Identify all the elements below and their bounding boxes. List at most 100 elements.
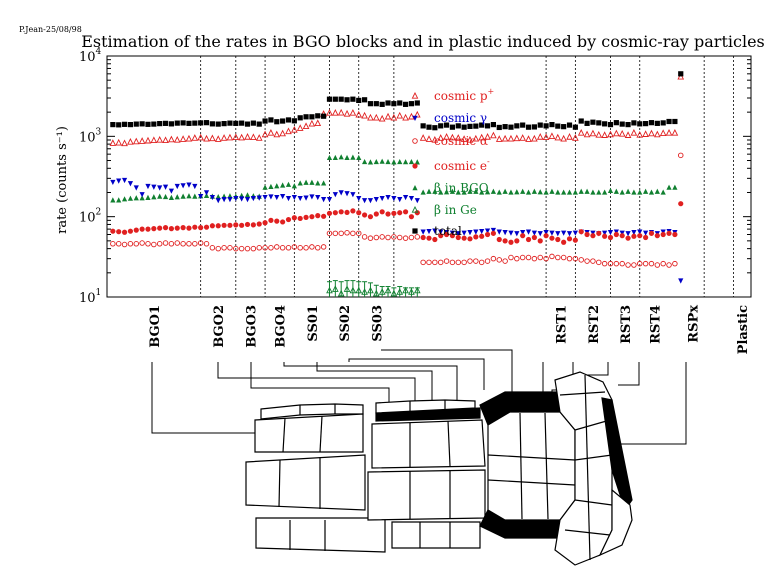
data-point-bbgo bbox=[461, 189, 467, 195]
data-point-alpha bbox=[162, 240, 169, 246]
data-point-alpha bbox=[110, 241, 116, 247]
data-point-bbgo bbox=[133, 195, 139, 201]
data-point-total bbox=[315, 113, 321, 119]
data-point-bge bbox=[337, 289, 345, 297]
data-point-p bbox=[109, 139, 117, 146]
data-point-alpha bbox=[344, 230, 350, 236]
data-point-e bbox=[221, 222, 227, 228]
data-point-total bbox=[678, 71, 684, 77]
data-point-alpha bbox=[613, 260, 620, 267]
data-point-e bbox=[326, 210, 333, 216]
data-point-total bbox=[397, 100, 403, 106]
data-point-p bbox=[618, 129, 626, 137]
data-point-total bbox=[408, 101, 415, 107]
data-point-alpha bbox=[432, 259, 438, 266]
data-point-bbgo bbox=[297, 180, 303, 186]
data-point-gamma bbox=[174, 183, 180, 190]
data-point-p bbox=[191, 134, 199, 141]
data-point-e bbox=[162, 225, 169, 231]
data-point-bbgo bbox=[631, 189, 637, 195]
data-point-bbgo bbox=[566, 189, 573, 195]
data-point-p bbox=[531, 134, 538, 142]
data-point-e bbox=[157, 225, 163, 231]
data-point-total bbox=[613, 120, 619, 126]
data-point-p bbox=[460, 135, 468, 142]
data-point-total bbox=[326, 96, 333, 102]
data-point-total bbox=[116, 122, 122, 128]
data-point-bbgo bbox=[338, 154, 344, 160]
data-point-e bbox=[643, 234, 649, 241]
plot-area: 101 102 103 104 bbox=[79, 47, 752, 306]
legend-label-bge: β in Ge bbox=[434, 203, 477, 217]
data-point-bge bbox=[396, 288, 404, 295]
data-point-gamma bbox=[116, 178, 122, 184]
data-point-e bbox=[239, 222, 245, 228]
data-point-p bbox=[302, 122, 310, 130]
data-point-p bbox=[519, 134, 527, 141]
data-point-alpha bbox=[578, 257, 584, 263]
data-point-p bbox=[648, 129, 655, 137]
data-point-total bbox=[414, 100, 420, 106]
data-point-e bbox=[432, 236, 438, 243]
data-point-alpha bbox=[285, 245, 292, 251]
data-point-total bbox=[203, 120, 210, 126]
data-point-alpha bbox=[660, 260, 666, 267]
data-point-e bbox=[315, 213, 321, 219]
data-point-gamma bbox=[344, 191, 350, 197]
data-point-gamma bbox=[520, 230, 526, 236]
data-point-p bbox=[513, 134, 521, 142]
data-point-e bbox=[426, 235, 432, 241]
data-point-bbgo bbox=[168, 194, 174, 200]
legend-label-p: cosmic p+ bbox=[434, 87, 494, 103]
data-point-gamma bbox=[192, 183, 198, 190]
data-point-gamma bbox=[607, 230, 614, 236]
data-point-p bbox=[542, 133, 550, 141]
data-point-gamma bbox=[566, 231, 573, 237]
data-point-p bbox=[361, 111, 368, 119]
data-point-p bbox=[279, 129, 286, 137]
y-tick-label: 102 bbox=[79, 208, 101, 226]
data-point-e bbox=[110, 228, 116, 234]
group-label-bgo4: BGO4 bbox=[274, 305, 289, 348]
data-point-p bbox=[314, 119, 322, 127]
data-point-alpha bbox=[355, 230, 362, 237]
data-point-alpha bbox=[519, 254, 526, 261]
data-point-p bbox=[291, 125, 298, 133]
data-point-bbgo bbox=[672, 184, 678, 190]
data-point-alpha bbox=[437, 259, 444, 266]
data-point-e bbox=[373, 211, 379, 217]
data-point-total bbox=[174, 120, 180, 126]
data-point-total bbox=[192, 120, 198, 126]
data-point-p bbox=[179, 135, 187, 142]
data-point-alpha bbox=[151, 241, 157, 248]
data-point-e bbox=[186, 225, 192, 231]
data-point-gamma bbox=[561, 230, 567, 236]
data-point-total bbox=[256, 121, 262, 127]
data-point-alpha bbox=[502, 258, 508, 264]
data-point-e bbox=[133, 227, 139, 233]
data-point-gamma bbox=[455, 231, 461, 237]
data-point-total bbox=[660, 120, 666, 126]
data-point-alpha bbox=[525, 254, 532, 261]
data-point-gamma bbox=[531, 230, 537, 236]
data-point-p bbox=[472, 134, 480, 142]
data-point-alpha bbox=[496, 257, 503, 263]
data-point-e bbox=[578, 229, 584, 235]
data-point-gamma bbox=[203, 190, 210, 196]
data-point-alpha bbox=[420, 259, 426, 266]
data-point-alpha bbox=[303, 245, 309, 251]
data-point-p bbox=[437, 134, 445, 141]
data-point-total bbox=[402, 101, 409, 107]
data-point-p bbox=[238, 133, 245, 141]
data-point-alpha bbox=[461, 259, 467, 266]
data-point-total bbox=[502, 124, 508, 130]
data-point-e bbox=[414, 210, 420, 216]
data-point-alpha bbox=[508, 254, 514, 261]
data-point-bge bbox=[408, 288, 415, 295]
data-point-alpha bbox=[584, 258, 590, 264]
data-point-e bbox=[625, 235, 631, 241]
data-point-p bbox=[144, 136, 152, 144]
legend-marker-e bbox=[412, 163, 418, 169]
data-point-bbgo bbox=[578, 188, 584, 194]
data-point-total bbox=[133, 121, 139, 127]
